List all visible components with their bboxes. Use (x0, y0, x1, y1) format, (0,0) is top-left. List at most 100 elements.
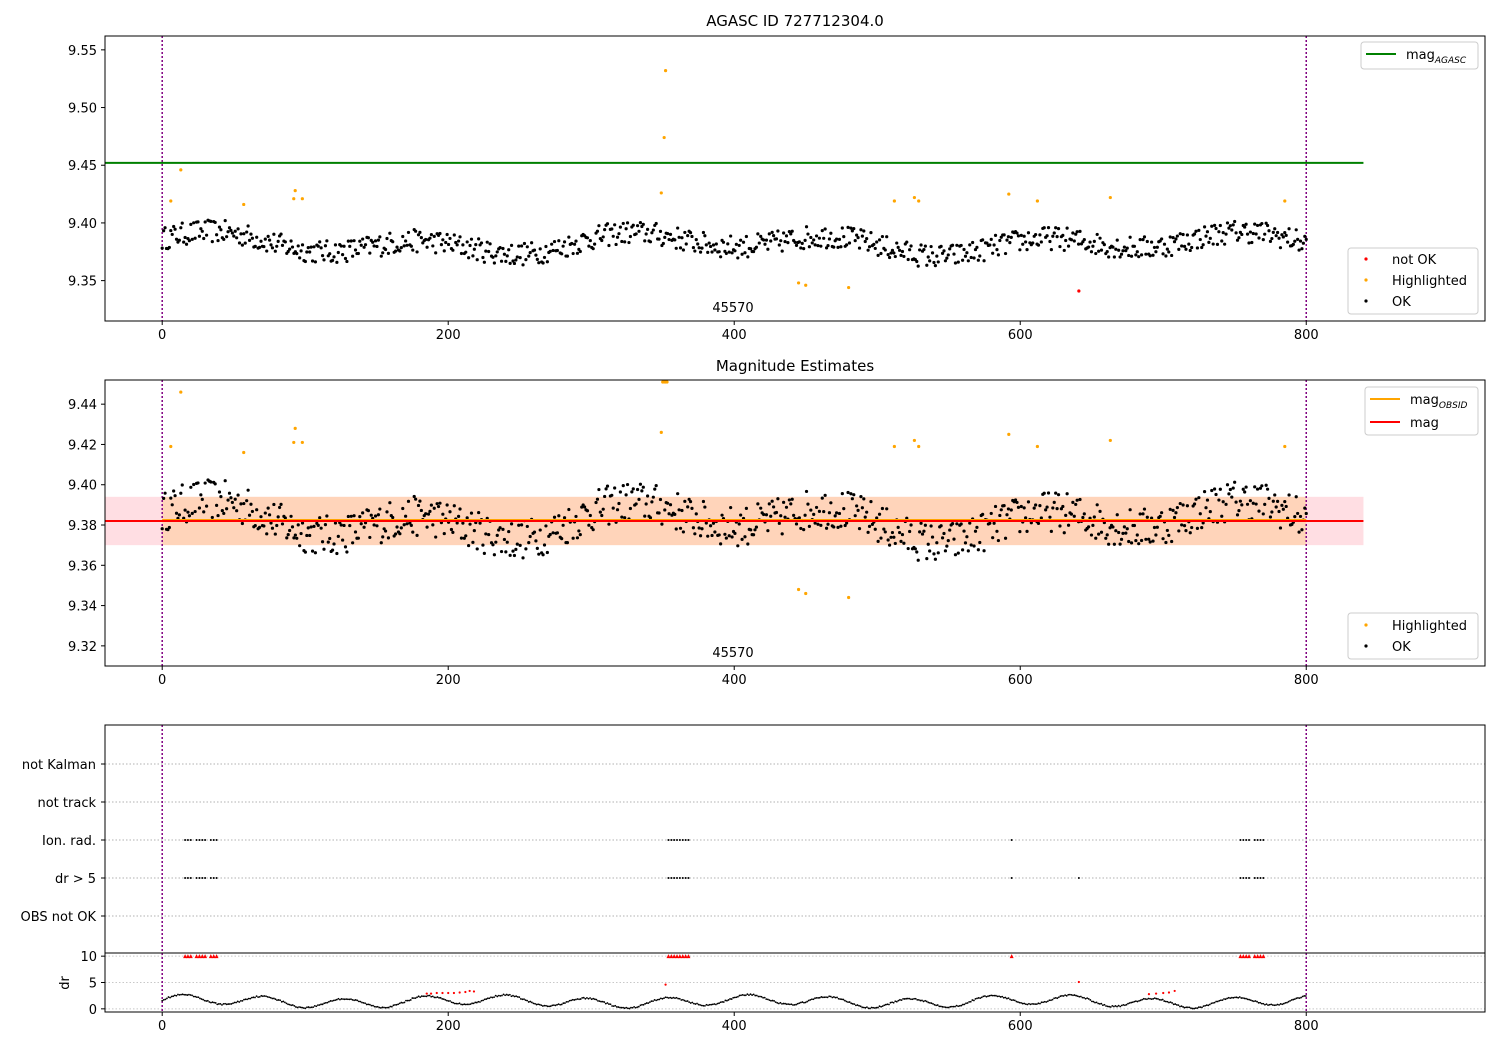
ok-point (272, 502, 276, 507)
ok-point (807, 524, 811, 528)
ok-point (1128, 508, 1132, 512)
dr-point (356, 999, 359, 1002)
highlighted-point (659, 430, 663, 434)
dr-point (368, 1003, 371, 1006)
ok-point (1201, 521, 1205, 525)
dr-point (1037, 1002, 1040, 1005)
dr-point (384, 1006, 387, 1009)
legend-box (1347, 612, 1479, 660)
ok-point (1251, 231, 1255, 236)
ok-point (1277, 236, 1281, 240)
ok-point (827, 511, 832, 515)
dr-point (1163, 1000, 1166, 1002)
dr-point (177, 993, 179, 996)
ok-point (650, 500, 654, 504)
flag-marker (1253, 877, 1256, 879)
legend-bottom: Highlighted OK (1347, 612, 1479, 660)
axes: 0 200 400 600 8009.329.349.369.389.409.429.4… (68, 398, 1319, 688)
flag-marker (678, 839, 681, 841)
ok-point (426, 512, 431, 516)
dr-point (430, 995, 433, 998)
dr-point (995, 994, 997, 997)
ok-point (1026, 231, 1031, 235)
ok-point (1304, 511, 1308, 516)
dr-point (771, 999, 774, 1002)
ok-point (711, 243, 716, 247)
ok-point (570, 241, 574, 246)
ok-point (730, 535, 734, 539)
ok-point (1158, 514, 1162, 518)
ok-point (316, 523, 320, 527)
ok-point (1243, 490, 1247, 494)
dr-point (362, 1002, 365, 1004)
highlighted-point (663, 69, 668, 73)
ok-point (419, 508, 423, 513)
legend-top: magAGASC (1360, 41, 1479, 70)
ok-point (761, 238, 766, 242)
ok-point (963, 254, 968, 258)
ok-point (906, 257, 910, 262)
dr-highlight-point (458, 991, 461, 994)
ok-point (1061, 233, 1065, 237)
ok-point (280, 522, 285, 526)
dr-point (1303, 995, 1306, 997)
ok-point (764, 513, 769, 517)
dr-point (1196, 1007, 1199, 1010)
ok-point (840, 492, 844, 496)
dr-highlight-point (472, 990, 476, 993)
ok-point (283, 516, 287, 520)
dr-point (653, 999, 656, 1001)
dr-point (803, 1001, 805, 1004)
dr-point (603, 1001, 606, 1003)
ok-point (1274, 505, 1278, 509)
legend-sub-agasc: AGASC (1434, 56, 1467, 66)
ok-point (399, 246, 403, 250)
ok-point (1164, 254, 1168, 258)
dr-point (409, 999, 412, 1001)
ok-point (1190, 245, 1194, 250)
ok-point (162, 496, 166, 500)
ok-point (615, 508, 620, 512)
dr-point (845, 1000, 848, 1003)
dr-point (1223, 998, 1225, 1000)
dr-point (244, 998, 247, 1001)
dr-point (298, 1006, 300, 1008)
ok-point (721, 240, 726, 244)
dr-point (1079, 995, 1082, 998)
ok-point (203, 481, 207, 485)
ok-point (700, 527, 704, 531)
ok-point (517, 244, 521, 248)
ok-point (292, 536, 296, 540)
dr-point (213, 1001, 216, 1004)
ok-point (305, 533, 309, 538)
dr-point (337, 997, 340, 1000)
ok-point (948, 528, 952, 532)
dr-point (623, 1007, 626, 1010)
dr-point (582, 996, 585, 999)
ok-point (484, 249, 488, 253)
ok-point (186, 510, 190, 514)
ok-point (1253, 222, 1257, 226)
ok-point (1141, 237, 1145, 242)
ok-point (1160, 237, 1164, 241)
ok-point (1281, 507, 1285, 511)
ok-point (955, 522, 959, 526)
dr-point (496, 995, 499, 998)
dr-point (485, 998, 488, 1000)
ok-point (806, 232, 810, 236)
ok-point (215, 503, 219, 507)
ok-point (1200, 245, 1204, 250)
dr-point (428, 994, 431, 997)
ok-point (959, 243, 963, 248)
ok-point (1300, 528, 1304, 532)
dr-point (444, 998, 447, 1001)
ok-point (1151, 253, 1155, 257)
dr-point (1193, 1007, 1196, 1010)
dr-point (497, 994, 500, 997)
ok-point (1006, 507, 1011, 511)
ok-point (502, 252, 507, 256)
ok-point (160, 246, 164, 250)
ok-point (978, 540, 982, 545)
ok-point (961, 548, 965, 552)
ok-point (880, 506, 885, 511)
